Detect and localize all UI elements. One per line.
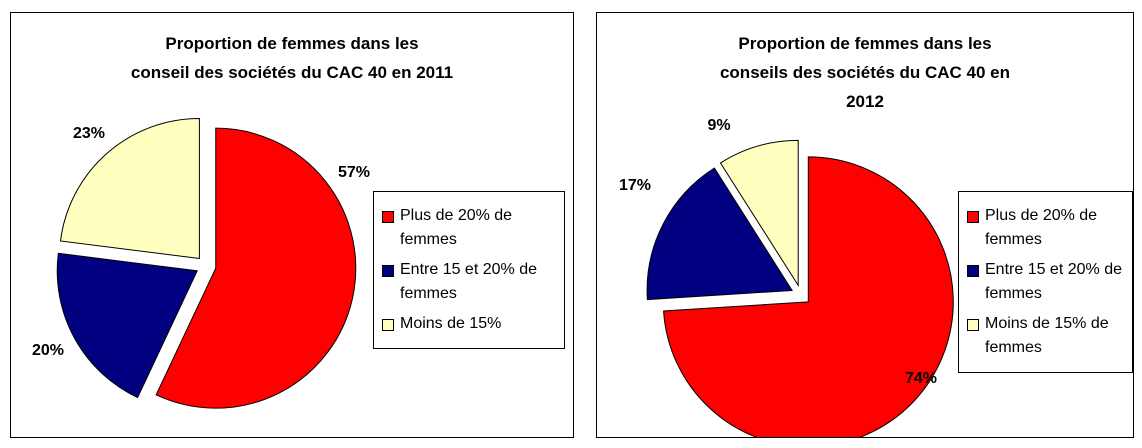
legend-swatch: [382, 211, 394, 223]
data-label: 23%: [73, 125, 105, 142]
pie-slice: [56, 252, 198, 399]
legend-swatch: [382, 319, 394, 331]
title-line: conseils des sociétés du CAC 40 en: [719, 63, 1011, 82]
legend-entry: Plus de 20% de femmes: [967, 204, 1124, 252]
title-line: conseil des sociétés du CAC 40 en 2011: [130, 63, 454, 82]
legend-label: Plus de 20% de femmes: [985, 207, 1098, 248]
title-line: 2012: [846, 92, 884, 111]
legend-swatch: [967, 211, 979, 223]
data-label: 57%: [338, 164, 370, 181]
pie-area: 57% 20% 23%: [32, 117, 370, 409]
pie-area: 74% 17% 9%: [619, 117, 954, 437]
legend-entry: Moins de 15% de femmes: [967, 312, 1124, 360]
legend-swatch: [967, 319, 979, 331]
legend: Plus de 20% de femmes Entre 15 et 20% de …: [958, 191, 1133, 373]
legend-entry: Entre 15 et 20% de femmes: [967, 258, 1124, 306]
pie-slice: [646, 167, 793, 301]
pie-slice: [719, 139, 799, 288]
legend-entry: Plus de 20% de femmes: [382, 204, 556, 252]
legend-entry: Moins de 15%: [382, 312, 556, 336]
legend-label: Moins de 15%: [400, 315, 502, 332]
legend-label: Moins de 15% de femmes: [985, 315, 1109, 356]
chart-panel: 57% 20% 23% Proportion de femmes dans les co…: [10, 12, 574, 438]
legend-label: Plus de 20% de femmes: [400, 207, 513, 248]
legend-label: Entre 15 et 20% de femmes: [985, 261, 1122, 302]
data-label: 74%: [905, 370, 937, 387]
chart-panel: 74% 17% 9% Proportion de femmes dans les con…: [596, 12, 1134, 438]
data-label: 17%: [619, 177, 651, 194]
legend-entry: Entre 15 et 20% de femmes: [382, 258, 556, 306]
title-line: Proportion de femmes dans les: [165, 34, 419, 53]
title-line: Proportion de femmes dans les: [738, 34, 992, 53]
chart-title: Proportion de femmes dans les conseils de…: [597, 29, 1133, 116]
data-label: 9%: [707, 117, 730, 134]
legend-swatch: [967, 265, 979, 277]
pie-slice: [663, 156, 954, 437]
legend-swatch: [382, 265, 394, 277]
data-label: 20%: [32, 342, 64, 359]
legend-label: Entre 15 et 20% de femmes: [400, 261, 537, 302]
pie-slice: [59, 117, 200, 260]
chart-title: Proportion de femmes dans les conseil des…: [11, 29, 573, 87]
pie-slice: [155, 127, 357, 409]
legend: Plus de 20% de femmes Entre 15 et 20% de …: [373, 191, 565, 349]
